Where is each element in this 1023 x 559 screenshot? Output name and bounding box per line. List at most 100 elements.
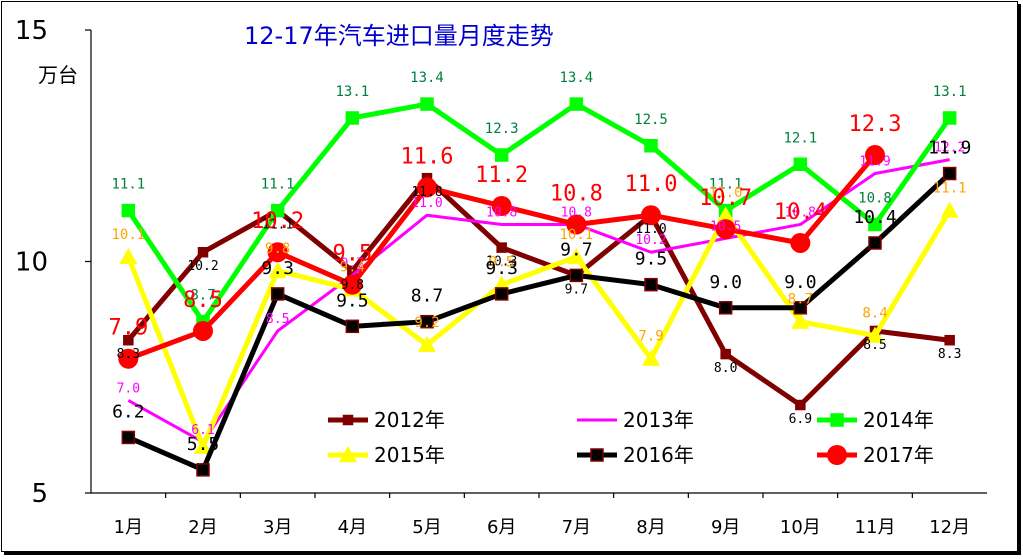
data-point-marker (420, 97, 434, 111)
data-label: 10.3 (486, 255, 517, 270)
data-label: 9.5 (489, 255, 514, 271)
data-point-marker (193, 320, 213, 341)
data-point-marker (569, 97, 584, 111)
x-tick-label: 8月 (636, 517, 665, 538)
x-tick-label: 1月 (114, 517, 143, 538)
data-point-marker (793, 157, 808, 172)
data-label: 12.3 (849, 112, 902, 137)
data-label: 10.1 (559, 227, 593, 243)
x-tick-label: 5月 (412, 517, 441, 538)
data-label: 8.3 (938, 347, 961, 362)
data-label: 8.0 (714, 361, 737, 376)
legend-label: 2014年 (863, 408, 934, 432)
data-label: 10.2 (187, 259, 218, 274)
x-tick-label: 6月 (487, 517, 516, 538)
data-label: 9.2 (414, 315, 439, 331)
data-point-marker (720, 348, 731, 360)
data-label: 9.4 (340, 259, 365, 275)
y-tick-label: 5 (31, 479, 48, 509)
data-label: 7.0 (117, 381, 140, 396)
data-label: 10.8 (858, 190, 892, 206)
legend-item: 2016年 (577, 443, 694, 467)
series-line (127, 158, 950, 444)
data-label: 10.2 (635, 233, 666, 248)
legend: 2012年 2013年 2014年 2015年 2016年 2017年 (328, 408, 934, 467)
data-label: 10.4 (774, 200, 827, 225)
data-point-marker (868, 236, 882, 250)
data-point-marker (121, 430, 136, 445)
data-label: 10.2 (251, 209, 304, 234)
series-2013年 (127, 158, 950, 444)
data-label: 11.1 (111, 177, 145, 193)
data-point-marker (944, 334, 955, 346)
data-point-marker (494, 287, 509, 301)
data-label: 8.5 (863, 338, 886, 353)
data-label: 12.3 (485, 121, 519, 137)
legend-label: 2015年 (374, 443, 445, 467)
data-point-marker (716, 206, 735, 223)
data-label: 6.1 (191, 423, 214, 438)
data-point-marker (566, 214, 587, 235)
data-point-marker (827, 445, 847, 465)
data-label: 6.9 (789, 412, 812, 427)
data-point-marker (642, 349, 660, 366)
data-label: 10.5 (710, 219, 741, 234)
x-tick-label: 3月 (263, 517, 292, 538)
series-line (126, 175, 950, 408)
data-point-marker (790, 232, 811, 253)
data-point-marker (644, 277, 658, 292)
data-point-marker (345, 319, 360, 334)
data-label: 10.4 (853, 207, 896, 228)
data-label: 12.1 (783, 130, 817, 146)
data-point-marker (491, 195, 512, 216)
data-point-marker (268, 261, 287, 278)
legend-label: 2012年 (374, 408, 445, 432)
data-point-marker (121, 203, 136, 218)
data-label: 9.5 (336, 290, 369, 311)
data-point-marker (339, 446, 357, 463)
data-label: 13.1 (933, 84, 967, 100)
data-label: 12.5 (634, 112, 668, 128)
data-point-marker (194, 437, 212, 454)
legend-item: 2012年 (328, 408, 445, 432)
data-point-marker (942, 166, 957, 181)
chart-title: 12-17年汽车进口量月度走势 (244, 22, 554, 50)
data-point-marker (866, 326, 884, 343)
data-label: 11.0 (635, 222, 666, 237)
data-label: 11.0 (411, 196, 442, 211)
legend-item: 2013年 (577, 408, 694, 432)
data-label: 9.3 (261, 258, 294, 279)
data-label: 11.2 (475, 163, 528, 188)
data-label: 5.5 (187, 434, 220, 455)
series-2016年 (121, 166, 957, 477)
data-label: 9.3 (485, 258, 518, 279)
series-line (126, 101, 952, 325)
series-layer (118, 97, 959, 477)
axes: 5 10 15 1月 2月 3月 4月 5月 6月 7月 8月 9月 10月 11月 12月 (15, 16, 987, 538)
data-label: 11.9 (928, 138, 971, 159)
data-label: 9.8 (341, 278, 364, 293)
data-label: 8.5 (266, 312, 289, 327)
data-point-marker (197, 246, 209, 258)
x-tick-label: 7月 (562, 517, 591, 538)
data-point-marker (793, 301, 808, 315)
data-point-marker (345, 111, 360, 125)
legend-item: 2015年 (328, 443, 445, 467)
data-point-marker (342, 414, 354, 426)
data-label: 9.5 (635, 249, 668, 270)
data-label: 10.8 (550, 181, 603, 206)
data-label: 11.6 (401, 144, 454, 169)
data-label: 7.9 (108, 316, 148, 341)
data-point-marker (718, 301, 733, 315)
data-label: 13.4 (559, 70, 593, 86)
x-tick-label: 11月 (855, 517, 896, 538)
data-point-marker (496, 242, 507, 253)
data-point-marker (267, 242, 288, 263)
x-tick-label: 10月 (780, 517, 821, 538)
data-point-marker (868, 217, 882, 232)
data-label: 11.1 (933, 181, 967, 197)
data-point-marker (590, 448, 604, 462)
x-tick-label: 12月 (929, 517, 970, 538)
data-label: 12.2 (934, 141, 965, 156)
x-tick-label: 2月 (188, 517, 217, 538)
